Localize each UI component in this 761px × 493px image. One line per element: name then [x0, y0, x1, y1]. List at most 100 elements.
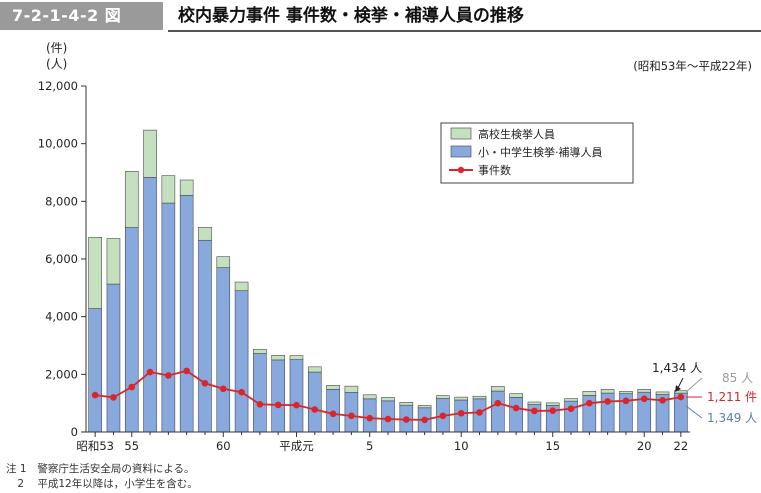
incidents-point: [146, 368, 154, 376]
x-tick-label: 15: [545, 439, 560, 453]
bar-high-school: [436, 395, 450, 399]
note-1-mark: 注 1: [6, 463, 27, 475]
x-tick-label: 60: [216, 439, 231, 453]
bar-high-school: [454, 396, 469, 401]
bar-high-school: [143, 129, 157, 178]
incidents-point: [219, 385, 227, 393]
bar-high-school: [417, 405, 432, 409]
bar-junior: [307, 371, 322, 433]
bar-high-school: [362, 394, 377, 400]
annotation-total-arrowhead: [675, 385, 681, 392]
x-tick-label: 昭和53: [76, 439, 114, 453]
legend-swatch-junior: [450, 145, 472, 158]
bar-junior: [234, 290, 249, 433]
bar-junior: [179, 194, 194, 433]
incidents-point: [677, 393, 685, 401]
bar-high-school: [124, 171, 139, 228]
bar-junior: [198, 239, 212, 433]
bar-high-school: [600, 389, 615, 394]
bar-high-school: [655, 391, 670, 395]
chart-canvas: (件) (人) (昭和53年〜平成22年) 0 2,000 4,000 6,000 8,…: [38, 41, 757, 453]
x-tick-label: 22: [674, 439, 689, 453]
bar-high-school: [545, 402, 560, 406]
bar-junior: [289, 359, 304, 433]
bar-high-school: [307, 366, 322, 373]
bar-high-school: [674, 390, 688, 394]
note-2: 2 平成12年以降は，小学生を含む。: [6, 477, 197, 492]
title-underline: [168, 30, 761, 32]
note-2-mark: 2: [17, 478, 24, 490]
incidents-point: [165, 372, 172, 379]
incidents-point: [110, 394, 117, 401]
legend: 高校生検挙人員 小・中学生検挙·補導人員 事件数: [440, 122, 634, 184]
bar-high-school: [88, 237, 102, 309]
bar-high-school: [637, 389, 652, 393]
incidents-point: [366, 414, 373, 422]
y-tick-label: 0: [71, 425, 78, 439]
annotation-high-leader: [685, 377, 703, 393]
incidents-point: [91, 391, 99, 399]
incidents-point: [567, 405, 575, 412]
y-tick-label: 10,000: [38, 137, 78, 151]
bar-high-school: [527, 401, 542, 405]
legend-box: [440, 122, 634, 184]
bar-high-school: [582, 391, 597, 396]
incidents-point: [494, 399, 502, 407]
bar-junior: [491, 390, 505, 433]
bar-junior: [143, 177, 157, 433]
legend-label-incidents: 事件数: [478, 164, 511, 177]
bar-high-school: [326, 384, 340, 390]
bar-high-school: [161, 175, 176, 204]
annotation-high-2010: 85 人: [722, 371, 753, 385]
incidents-point: [549, 407, 557, 414]
bar-high-school: [619, 391, 633, 394]
annotation-junior-2010: 1,349 人: [707, 411, 757, 425]
annotation-total-2010: 1,434 人: [652, 361, 702, 375]
x-tick-label: 10: [454, 439, 469, 453]
bar-high-school: [271, 355, 285, 361]
incidents-point: [586, 399, 593, 407]
bar-high-school: [564, 398, 578, 402]
x-tick-label: 55: [124, 439, 139, 453]
bar-high-school: [216, 256, 231, 268]
incidents-point: [512, 404, 520, 412]
incidents-point: [403, 416, 410, 423]
incidents-point: [531, 407, 538, 415]
bar-high-school: [106, 238, 121, 285]
note-1-text: 警察庁生活安全局の資料による。: [37, 463, 195, 475]
figure-number: 7-2-1-4-2 図: [0, 2, 163, 30]
bar-high-school: [509, 393, 523, 398]
bar-junior: [216, 267, 231, 433]
incidents-point: [128, 383, 136, 391]
incidents-point: [622, 397, 630, 405]
y-tick-label: 4,000: [45, 310, 78, 324]
incidents-point: [201, 379, 209, 387]
bar-high-school: [472, 395, 487, 400]
y-unit-bottom: (人): [46, 57, 67, 71]
bar-high-school: [344, 385, 359, 393]
y-tick-label: 6,000: [45, 252, 78, 266]
figure-title: 校内暴力事件 事件数・検挙・補導人員の推移: [178, 6, 524, 26]
bar-junior: [106, 283, 121, 433]
incidents-point: [256, 401, 264, 408]
incidents-point: [183, 367, 190, 375]
bar-junior: [344, 392, 359, 433]
incidents-point: [604, 398, 611, 405]
incidents-point: [659, 396, 666, 404]
period-label: (昭和53年〜平成22年): [633, 59, 752, 73]
bar-high-school: [198, 226, 212, 241]
legend-marker-incidents: [457, 166, 465, 174]
incidents-point: [421, 416, 428, 424]
note-1: 注 1 警察庁生活安全局の資料による。: [6, 462, 198, 477]
bar-high-school: [491, 386, 505, 392]
incidents-point: [238, 388, 245, 396]
incidents-point: [384, 415, 392, 423]
x-tick-label: 20: [637, 439, 652, 453]
incidents-point: [348, 412, 355, 420]
incidents-point: [329, 410, 337, 418]
y-tick-label: 12,000: [38, 79, 78, 93]
incidents-point: [311, 406, 319, 413]
annotations: 1,434 人 85 人 1,211 件 1,349 人: [652, 361, 757, 425]
bar-high-school: [289, 355, 304, 360]
y-tick-label: 8,000: [45, 194, 78, 208]
